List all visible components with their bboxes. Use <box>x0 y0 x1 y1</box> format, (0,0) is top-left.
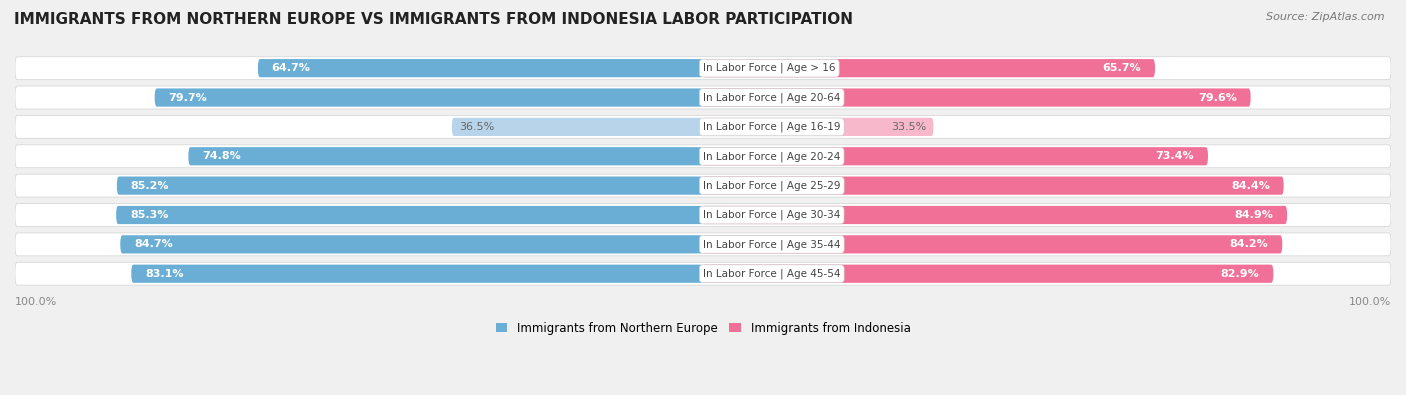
Text: Source: ZipAtlas.com: Source: ZipAtlas.com <box>1267 12 1385 22</box>
Text: 65.7%: 65.7% <box>1102 63 1142 73</box>
Text: 100.0%: 100.0% <box>15 297 58 307</box>
FancyBboxPatch shape <box>15 262 1391 285</box>
Text: 85.3%: 85.3% <box>129 210 169 220</box>
FancyBboxPatch shape <box>15 145 1391 168</box>
FancyBboxPatch shape <box>117 177 703 195</box>
Text: 64.7%: 64.7% <box>271 63 311 73</box>
Text: 85.2%: 85.2% <box>131 181 169 191</box>
Text: In Labor Force | Age 20-64: In Labor Force | Age 20-64 <box>703 92 841 103</box>
FancyBboxPatch shape <box>703 206 1286 224</box>
FancyBboxPatch shape <box>15 203 1391 226</box>
FancyBboxPatch shape <box>257 59 703 77</box>
FancyBboxPatch shape <box>188 147 703 166</box>
Text: In Labor Force | Age > 16: In Labor Force | Age > 16 <box>703 63 835 73</box>
Text: 74.8%: 74.8% <box>202 151 240 161</box>
Text: In Labor Force | Age 35-44: In Labor Force | Age 35-44 <box>703 239 841 250</box>
Text: 84.7%: 84.7% <box>134 239 173 249</box>
FancyBboxPatch shape <box>15 174 1391 197</box>
FancyBboxPatch shape <box>15 115 1391 138</box>
FancyBboxPatch shape <box>155 88 703 107</box>
FancyBboxPatch shape <box>15 86 1391 109</box>
Text: 79.6%: 79.6% <box>1198 92 1237 103</box>
Text: 83.1%: 83.1% <box>145 269 184 279</box>
Text: In Labor Force | Age 25-29: In Labor Force | Age 25-29 <box>703 181 841 191</box>
FancyBboxPatch shape <box>15 233 1391 256</box>
FancyBboxPatch shape <box>121 235 703 254</box>
FancyBboxPatch shape <box>703 235 1282 254</box>
Text: 84.4%: 84.4% <box>1232 181 1270 191</box>
FancyBboxPatch shape <box>703 59 1154 77</box>
Legend: Immigrants from Northern Europe, Immigrants from Indonesia: Immigrants from Northern Europe, Immigra… <box>492 318 914 339</box>
Text: In Labor Force | Age 16-19: In Labor Force | Age 16-19 <box>703 122 841 132</box>
FancyBboxPatch shape <box>451 118 703 136</box>
FancyBboxPatch shape <box>131 265 703 283</box>
FancyBboxPatch shape <box>703 118 934 136</box>
Text: IMMIGRANTS FROM NORTHERN EUROPE VS IMMIGRANTS FROM INDONESIA LABOR PARTICIPATION: IMMIGRANTS FROM NORTHERN EUROPE VS IMMIG… <box>14 12 853 27</box>
Text: 84.9%: 84.9% <box>1234 210 1274 220</box>
FancyBboxPatch shape <box>117 206 703 224</box>
FancyBboxPatch shape <box>15 57 1391 80</box>
Text: In Labor Force | Age 45-54: In Labor Force | Age 45-54 <box>703 269 841 279</box>
Text: 33.5%: 33.5% <box>891 122 927 132</box>
Text: 82.9%: 82.9% <box>1220 269 1260 279</box>
Text: In Labor Force | Age 20-24: In Labor Force | Age 20-24 <box>703 151 841 162</box>
FancyBboxPatch shape <box>703 265 1274 283</box>
Text: 84.2%: 84.2% <box>1230 239 1268 249</box>
FancyBboxPatch shape <box>703 88 1251 107</box>
Text: In Labor Force | Age 30-34: In Labor Force | Age 30-34 <box>703 210 841 220</box>
Text: 100.0%: 100.0% <box>1348 297 1391 307</box>
FancyBboxPatch shape <box>703 177 1284 195</box>
Text: 36.5%: 36.5% <box>458 122 494 132</box>
Text: 79.7%: 79.7% <box>169 92 207 103</box>
FancyBboxPatch shape <box>703 147 1208 166</box>
Text: 73.4%: 73.4% <box>1156 151 1194 161</box>
